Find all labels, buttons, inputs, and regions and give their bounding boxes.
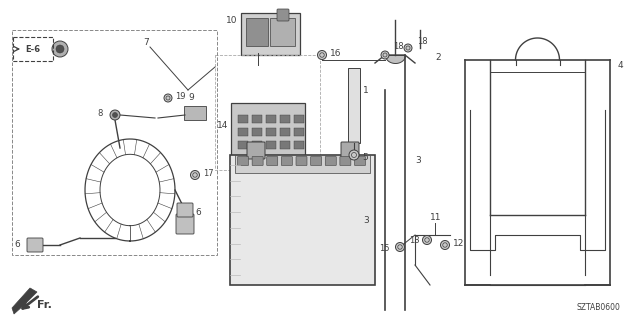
Text: 16: 16 [330, 49, 342, 58]
FancyBboxPatch shape [282, 156, 292, 165]
Circle shape [52, 41, 68, 57]
Text: 15: 15 [380, 244, 390, 252]
FancyBboxPatch shape [27, 238, 43, 252]
Circle shape [164, 94, 172, 102]
Text: 6: 6 [195, 207, 201, 217]
Circle shape [422, 236, 431, 244]
FancyBboxPatch shape [294, 141, 304, 149]
FancyBboxPatch shape [310, 156, 322, 165]
FancyBboxPatch shape [252, 128, 262, 136]
FancyBboxPatch shape [230, 155, 375, 285]
FancyBboxPatch shape [241, 13, 300, 55]
FancyBboxPatch shape [267, 156, 278, 165]
Circle shape [381, 51, 389, 59]
Text: 5: 5 [362, 153, 368, 162]
Text: 17: 17 [203, 169, 214, 178]
FancyBboxPatch shape [246, 18, 268, 46]
Text: 9: 9 [188, 92, 194, 101]
FancyBboxPatch shape [277, 9, 289, 21]
FancyBboxPatch shape [266, 115, 276, 123]
FancyBboxPatch shape [231, 103, 305, 162]
Text: 3: 3 [415, 156, 420, 164]
Text: 11: 11 [430, 212, 442, 221]
FancyBboxPatch shape [247, 142, 265, 159]
FancyBboxPatch shape [355, 156, 365, 165]
Circle shape [113, 113, 118, 117]
Text: 10: 10 [225, 15, 237, 25]
FancyBboxPatch shape [266, 128, 276, 136]
FancyBboxPatch shape [294, 115, 304, 123]
FancyBboxPatch shape [348, 68, 360, 143]
Polygon shape [12, 288, 37, 314]
FancyBboxPatch shape [238, 115, 248, 123]
Circle shape [396, 243, 404, 252]
Circle shape [191, 171, 200, 180]
Circle shape [317, 51, 326, 60]
FancyBboxPatch shape [252, 156, 263, 165]
FancyBboxPatch shape [266, 141, 276, 149]
Text: 19: 19 [175, 92, 186, 100]
FancyBboxPatch shape [252, 115, 262, 123]
FancyBboxPatch shape [280, 115, 290, 123]
Text: 13: 13 [410, 236, 420, 244]
Text: SZTAB0600: SZTAB0600 [576, 303, 620, 312]
Text: 14: 14 [216, 121, 228, 130]
Text: 7: 7 [143, 37, 148, 46]
FancyBboxPatch shape [340, 156, 351, 165]
Text: 6: 6 [14, 239, 20, 249]
FancyBboxPatch shape [294, 128, 304, 136]
FancyBboxPatch shape [280, 141, 290, 149]
Text: 18: 18 [393, 42, 404, 51]
Text: 18: 18 [417, 36, 428, 45]
FancyBboxPatch shape [238, 128, 248, 136]
FancyBboxPatch shape [325, 156, 336, 165]
Circle shape [349, 150, 359, 160]
Circle shape [404, 44, 412, 52]
Circle shape [56, 45, 64, 53]
FancyBboxPatch shape [238, 141, 248, 149]
FancyBboxPatch shape [341, 142, 359, 159]
Text: 2: 2 [435, 52, 440, 61]
FancyBboxPatch shape [177, 203, 193, 217]
Circle shape [440, 241, 449, 250]
FancyBboxPatch shape [270, 18, 295, 46]
Text: 12: 12 [453, 238, 465, 247]
FancyBboxPatch shape [252, 141, 262, 149]
Text: 3: 3 [363, 215, 369, 225]
Text: 4: 4 [618, 60, 623, 69]
Circle shape [110, 110, 120, 120]
Text: 1: 1 [363, 85, 369, 94]
FancyBboxPatch shape [235, 155, 370, 173]
FancyBboxPatch shape [237, 156, 248, 165]
Text: Fr.: Fr. [37, 300, 52, 310]
FancyBboxPatch shape [280, 128, 290, 136]
FancyBboxPatch shape [176, 214, 194, 234]
Text: 8: 8 [98, 108, 103, 117]
FancyBboxPatch shape [184, 106, 206, 120]
Text: E-6: E-6 [26, 44, 40, 53]
FancyBboxPatch shape [296, 156, 307, 165]
